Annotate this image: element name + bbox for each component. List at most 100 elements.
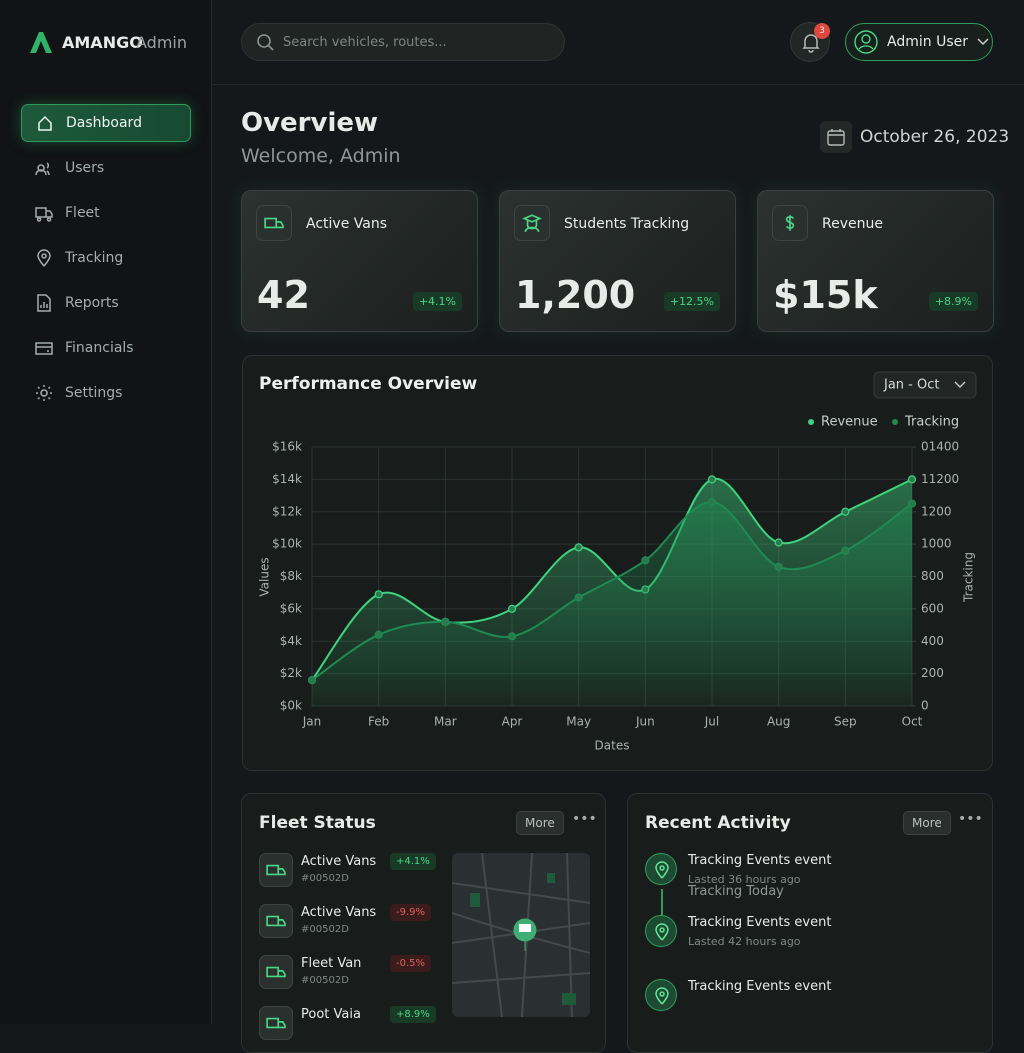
nav-icon bbox=[35, 162, 50, 176]
y-tick-label: $2k bbox=[280, 666, 302, 680]
stat-icon bbox=[772, 205, 808, 241]
point bbox=[641, 556, 650, 565]
y2-tick-label: 1000 bbox=[921, 537, 952, 551]
point bbox=[707, 497, 717, 507]
y-tick-label: $0k bbox=[280, 699, 302, 713]
nav-label: Dashboard bbox=[66, 115, 142, 131]
y-tick-label: $8k bbox=[280, 569, 302, 583]
line bbox=[311, 501, 913, 681]
x-tick-label: May bbox=[566, 715, 591, 729]
brand-suffix: Admin bbox=[136, 33, 187, 52]
vehicle-name: Fleet Van bbox=[301, 956, 362, 971]
point bbox=[307, 676, 317, 685]
chevron bbox=[977, 38, 989, 46]
nav-item[interactable]: Settings bbox=[21, 374, 191, 412]
more-button[interactable]: More bbox=[903, 811, 951, 835]
vehicle-icon bbox=[259, 853, 293, 887]
stat-change: +4.1% bbox=[412, 292, 462, 311]
page-subtitle: Welcome, Admin bbox=[241, 145, 401, 167]
y2-tick-label: 800 bbox=[921, 569, 944, 583]
stat-card: Revenue $15k +8.9% bbox=[757, 190, 994, 332]
nav-icon bbox=[35, 342, 53, 355]
panel-title: Fleet Status bbox=[259, 813, 376, 833]
point bbox=[441, 617, 450, 626]
y2-tick-label: 11200 bbox=[921, 472, 959, 486]
calendar-icon bbox=[820, 121, 852, 153]
stat-card: Active Vans 42 +4.1% bbox=[241, 190, 478, 332]
search-icon bbox=[257, 34, 274, 51]
y-tick-label: $6k bbox=[280, 601, 302, 615]
vehicle-name: Active Vans bbox=[301, 854, 377, 869]
sidebar: AMANGO Admin Dashboard Users Fleet Tracking… bbox=[0, 0, 212, 1024]
menu-dots[interactable]: ••• bbox=[958, 811, 983, 827]
point bbox=[574, 543, 583, 552]
vehicle-change: -9.9% bbox=[390, 904, 432, 921]
nav-icon bbox=[36, 385, 52, 401]
x-tick-label: Jul bbox=[704, 715, 719, 729]
x-axis-title: Dates bbox=[595, 739, 630, 753]
nav-label: Users bbox=[65, 160, 105, 176]
chart: Performance Overview Jan - Oct Dates Val… bbox=[258, 371, 977, 753]
nav-item[interactable]: Financials bbox=[21, 329, 191, 367]
y-tick-label: $4k bbox=[280, 634, 302, 648]
nav-label: Settings bbox=[65, 385, 123, 401]
x-tick-label: Apr bbox=[502, 715, 523, 729]
x-tick-label: Aug bbox=[767, 715, 790, 729]
header-divider bbox=[212, 84, 1024, 85]
point bbox=[574, 593, 583, 602]
stat-label: Revenue bbox=[822, 216, 883, 232]
stat-label: Students Tracking bbox=[564, 216, 690, 232]
chevron bbox=[954, 381, 966, 388]
activity-label: Tracking Today bbox=[688, 884, 784, 899]
y-tick-label: $14k bbox=[272, 472, 302, 486]
stat-card: Students Tracking 1,200 +12.5% bbox=[499, 190, 736, 332]
search-box[interactable]: Search vehicles, routes... bbox=[241, 23, 565, 61]
map bbox=[452, 853, 590, 1017]
point bbox=[707, 475, 717, 484]
stat-label: Active Vans bbox=[306, 216, 387, 232]
nav-label: Tracking bbox=[65, 250, 124, 266]
point bbox=[507, 632, 517, 641]
nav-item[interactable]: Dashboard bbox=[21, 104, 191, 142]
activity-panel: Recent Activity More ••• Tracking Events… bbox=[627, 793, 993, 1053]
notification-button[interactable]: 3 bbox=[790, 22, 830, 62]
nav-icon bbox=[37, 294, 51, 312]
y2-tick-label: 1200 bbox=[921, 504, 952, 518]
stat-value: 1,200 bbox=[515, 273, 636, 317]
nav-icon bbox=[37, 249, 51, 267]
point bbox=[507, 604, 517, 613]
nav-icon bbox=[38, 115, 52, 131]
x-tick-label: Mar bbox=[434, 715, 457, 729]
y-tick-label: $16k bbox=[272, 440, 302, 454]
vehicle-name: Active Vans bbox=[301, 905, 377, 920]
more-button[interactable]: More bbox=[516, 811, 564, 835]
nav-label: Fleet bbox=[65, 205, 100, 221]
point bbox=[374, 590, 383, 599]
nav-item[interactable]: Tracking bbox=[21, 239, 191, 277]
panel-title: Recent Activity bbox=[645, 813, 791, 833]
point bbox=[774, 538, 783, 547]
nav-item[interactable]: Users bbox=[21, 149, 191, 187]
point bbox=[841, 507, 850, 516]
y2-tick-label: 200 bbox=[921, 666, 944, 680]
range-dropdown[interactable] bbox=[873, 371, 977, 399]
activity-pin bbox=[645, 915, 677, 947]
vehicle-id: #00502D bbox=[301, 873, 349, 884]
nav-item[interactable]: Reports bbox=[21, 284, 191, 322]
activity-time: Lasted 42 hours ago bbox=[688, 935, 801, 948]
vehicle-id: #00502D bbox=[301, 975, 349, 986]
chart-title: Performance Overview bbox=[259, 374, 478, 394]
point bbox=[907, 499, 917, 508]
point bbox=[841, 546, 850, 555]
y2-tick-label: 0 bbox=[921, 699, 929, 713]
y2-tick-label: 400 bbox=[921, 634, 944, 648]
nav-label: Reports bbox=[65, 295, 119, 311]
area bbox=[312, 502, 912, 706]
user-menu[interactable]: Admin User bbox=[845, 23, 993, 61]
menu-dots[interactable]: ••• bbox=[572, 811, 597, 827]
legend-swatch bbox=[892, 419, 898, 425]
nav-item[interactable]: Fleet bbox=[21, 194, 191, 232]
activity-title: Tracking Events event bbox=[688, 853, 832, 868]
search-placeholder: Search vehicles, routes... bbox=[283, 34, 447, 50]
